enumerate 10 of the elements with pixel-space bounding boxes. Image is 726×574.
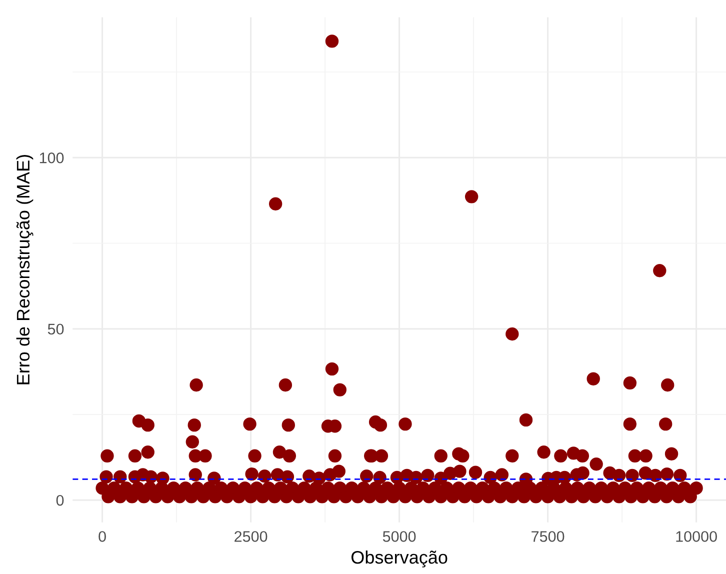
x-tick-label: 10000 — [676, 531, 717, 542]
y-axis-title: Erro de Reconstrução (MAE) — [16, 154, 34, 384]
x-tick-label: 2500 — [234, 531, 268, 542]
y-tick-label: 0 — [56, 494, 64, 506]
y-tick-label: 100 — [40, 152, 64, 164]
x-tick-label: 0 — [98, 531, 106, 542]
x-axis-title: Observação — [351, 550, 448, 568]
x-tick-label: 7500 — [532, 531, 564, 542]
x-tick-label: 5000 — [382, 531, 416, 542]
y-tick-label: 50 — [48, 324, 64, 335]
